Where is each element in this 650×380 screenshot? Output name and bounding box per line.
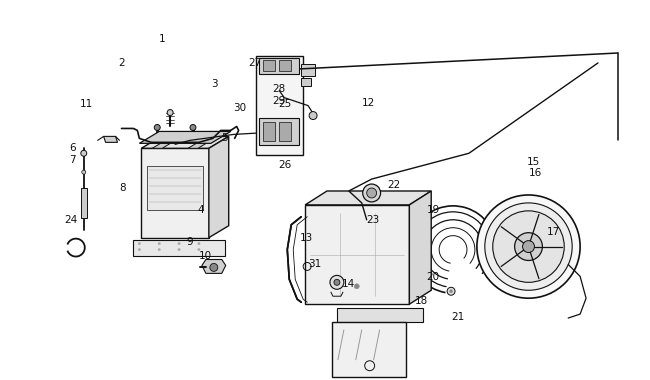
Text: 20: 20 bbox=[426, 272, 439, 282]
Polygon shape bbox=[280, 122, 291, 141]
Polygon shape bbox=[202, 260, 226, 273]
Polygon shape bbox=[410, 191, 431, 304]
Polygon shape bbox=[280, 60, 291, 71]
Text: 29: 29 bbox=[272, 96, 285, 106]
Text: 18: 18 bbox=[414, 296, 428, 306]
Circle shape bbox=[154, 125, 160, 130]
Text: 9: 9 bbox=[186, 237, 192, 247]
Polygon shape bbox=[103, 136, 118, 142]
Polygon shape bbox=[263, 122, 276, 141]
Polygon shape bbox=[148, 166, 203, 210]
Circle shape bbox=[334, 279, 340, 285]
Text: 30: 30 bbox=[233, 103, 246, 112]
Circle shape bbox=[363, 184, 381, 202]
Text: 25: 25 bbox=[278, 99, 292, 109]
Text: 22: 22 bbox=[387, 180, 401, 190]
Circle shape bbox=[158, 249, 161, 251]
Text: 13: 13 bbox=[300, 233, 313, 243]
Text: 8: 8 bbox=[120, 183, 126, 193]
Polygon shape bbox=[332, 322, 406, 377]
Text: 11: 11 bbox=[80, 99, 93, 109]
Polygon shape bbox=[188, 136, 218, 148]
Circle shape bbox=[515, 233, 542, 260]
Polygon shape bbox=[141, 148, 209, 238]
Text: 26: 26 bbox=[278, 160, 292, 170]
Text: 3: 3 bbox=[211, 79, 218, 89]
Text: 31: 31 bbox=[308, 260, 321, 269]
Polygon shape bbox=[255, 56, 303, 155]
Circle shape bbox=[367, 188, 376, 198]
Text: 19: 19 bbox=[427, 205, 441, 215]
Circle shape bbox=[485, 203, 572, 290]
Circle shape bbox=[190, 125, 196, 130]
Polygon shape bbox=[152, 136, 182, 148]
Circle shape bbox=[210, 263, 218, 271]
Circle shape bbox=[82, 170, 86, 174]
Polygon shape bbox=[141, 136, 229, 148]
Circle shape bbox=[198, 242, 200, 245]
Circle shape bbox=[354, 284, 359, 289]
Polygon shape bbox=[301, 64, 315, 76]
Text: 6: 6 bbox=[69, 143, 75, 153]
Circle shape bbox=[493, 211, 564, 282]
Circle shape bbox=[138, 249, 140, 251]
Circle shape bbox=[477, 195, 580, 298]
Polygon shape bbox=[337, 308, 423, 322]
Circle shape bbox=[447, 287, 455, 295]
Polygon shape bbox=[81, 188, 86, 218]
Text: 5: 5 bbox=[221, 133, 228, 143]
Polygon shape bbox=[263, 60, 276, 71]
Text: 14: 14 bbox=[342, 279, 355, 289]
Polygon shape bbox=[133, 240, 225, 255]
Text: 12: 12 bbox=[362, 98, 375, 108]
Polygon shape bbox=[305, 205, 410, 304]
Polygon shape bbox=[259, 117, 299, 145]
Text: 16: 16 bbox=[528, 168, 541, 178]
Circle shape bbox=[178, 242, 180, 245]
Polygon shape bbox=[301, 78, 311, 86]
Text: 27: 27 bbox=[248, 58, 262, 68]
Text: 2: 2 bbox=[118, 58, 125, 68]
Text: 15: 15 bbox=[526, 157, 539, 167]
Polygon shape bbox=[139, 131, 231, 143]
Text: 10: 10 bbox=[199, 250, 212, 261]
Text: 21: 21 bbox=[451, 312, 464, 322]
Circle shape bbox=[167, 109, 173, 116]
Text: 23: 23 bbox=[367, 215, 380, 225]
Polygon shape bbox=[209, 136, 229, 238]
Polygon shape bbox=[305, 191, 431, 205]
Circle shape bbox=[523, 241, 534, 253]
Circle shape bbox=[81, 150, 86, 156]
Text: 24: 24 bbox=[64, 215, 77, 225]
Circle shape bbox=[138, 242, 140, 245]
Circle shape bbox=[450, 290, 452, 293]
Circle shape bbox=[309, 112, 317, 120]
Circle shape bbox=[198, 249, 200, 251]
Circle shape bbox=[158, 242, 161, 245]
Text: 28: 28 bbox=[272, 84, 285, 94]
Text: 17: 17 bbox=[547, 227, 560, 237]
Circle shape bbox=[178, 249, 180, 251]
Circle shape bbox=[330, 276, 344, 289]
Text: 4: 4 bbox=[197, 205, 203, 215]
Polygon shape bbox=[259, 58, 299, 74]
Text: 1: 1 bbox=[159, 34, 166, 44]
Text: 7: 7 bbox=[69, 155, 75, 165]
